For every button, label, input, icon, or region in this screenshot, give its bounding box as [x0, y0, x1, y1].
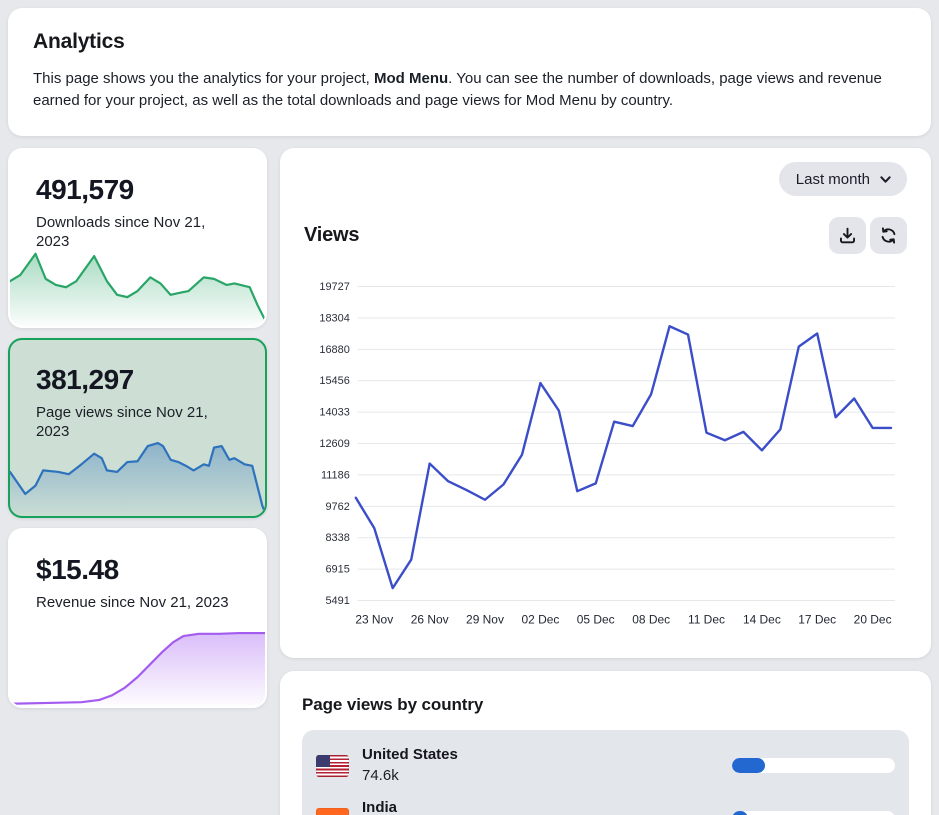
download-chart-button[interactable]: [829, 217, 866, 254]
svg-text:20 Dec: 20 Dec: [854, 612, 892, 626]
views-chart-card: Last month Views: [280, 148, 931, 658]
svg-text:15456: 15456: [319, 375, 349, 387]
us-flag-icon: [316, 754, 349, 777]
svg-text:19727: 19727: [319, 281, 349, 293]
download-icon: [838, 226, 857, 245]
revenue-amount: $15.48: [36, 554, 119, 585]
content-columns: 491,579 Downloads since Nov 21, 2023 381…: [8, 148, 931, 815]
svg-text:5491: 5491: [325, 595, 349, 607]
country-row-united-states: United States 74.6k: [316, 739, 895, 792]
page-views-count: 381,297: [36, 364, 134, 395]
refresh-chart-button[interactable]: [870, 217, 907, 254]
country-name: United States: [362, 746, 458, 763]
page-title: Analytics: [33, 30, 125, 53]
countries-card: Page views by country United States 74.6…: [280, 671, 931, 815]
svg-text:11 Dec: 11 Dec: [688, 612, 725, 626]
downloads-count: 491,579: [36, 174, 134, 205]
svg-text:9762: 9762: [325, 501, 349, 513]
svg-text:08 Dec: 08 Dec: [632, 612, 670, 626]
page-header-card: Analytics This page shows you the analyt…: [8, 8, 931, 136]
project-name: Mod Menu: [374, 70, 449, 87]
stat-card-downloads[interactable]: 491,579 Downloads since Nov 21, 2023: [8, 148, 267, 328]
page-description: This page shows you the analytics for yo…: [33, 70, 882, 109]
date-range-label: Last month: [795, 170, 870, 188]
svg-text:18304: 18304: [319, 312, 349, 324]
country-progress-fill: [732, 758, 765, 773]
downloads-sparkline: [10, 250, 265, 326]
svg-text:05 Dec: 05 Dec: [577, 612, 615, 626]
country-row-india: India: [316, 792, 895, 815]
refresh-icon: [879, 226, 898, 245]
svg-text:14 Dec: 14 Dec: [743, 612, 781, 626]
svg-text:17 Dec: 17 Dec: [798, 612, 836, 626]
revenue-label: Revenue since Nov 21, 2023: [36, 594, 229, 611]
svg-text:29 Nov: 29 Nov: [466, 612, 504, 626]
page-views-sparkline: [10, 440, 265, 516]
svg-text:8338: 8338: [325, 532, 349, 544]
downloads-label: Downloads since Nov 21, 2023: [36, 214, 206, 250]
country-progress-fill: [732, 811, 749, 815]
stat-cards-column: 491,579 Downloads since Nov 21, 2023 381…: [8, 148, 267, 708]
chevron-down-icon: [879, 173, 892, 186]
india-flag-icon: [316, 807, 349, 815]
svg-text:26 Nov: 26 Nov: [411, 612, 449, 626]
views-line-chart: 5491 6915 8338 9762 11186 12609 14033 15456 1688…: [319, 281, 896, 626]
country-progress-track: [732, 811, 895, 815]
revenue-sparkline: [10, 630, 265, 706]
country-page-views: 74.6k: [362, 767, 399, 784]
svg-text:14033: 14033: [319, 407, 349, 419]
svg-text:11186: 11186: [321, 469, 350, 481]
svg-text:02 Dec: 02 Dec: [521, 612, 559, 626]
country-list: United States 74.6k India: [302, 730, 909, 815]
chart-title: Views: [304, 224, 360, 246]
page-views-label: Page views since Nov 21, 2023: [36, 404, 208, 440]
svg-text:16880: 16880: [319, 344, 349, 356]
main-column: Last month Views: [280, 148, 931, 815]
stat-card-page-views[interactable]: 381,297 Page views since Nov 21, 2023: [8, 338, 267, 518]
svg-text:12609: 12609: [319, 438, 349, 450]
countries-title: Page views by country: [302, 695, 484, 714]
stat-card-revenue[interactable]: $15.48 Revenue since Nov 21, 2023: [8, 528, 267, 708]
country-progress-track: [732, 758, 895, 773]
date-range-selector[interactable]: Last month: [778, 162, 907, 196]
country-name: India: [362, 799, 398, 815]
svg-text:23 Nov: 23 Nov: [355, 612, 393, 626]
svg-text:6915: 6915: [325, 564, 349, 576]
